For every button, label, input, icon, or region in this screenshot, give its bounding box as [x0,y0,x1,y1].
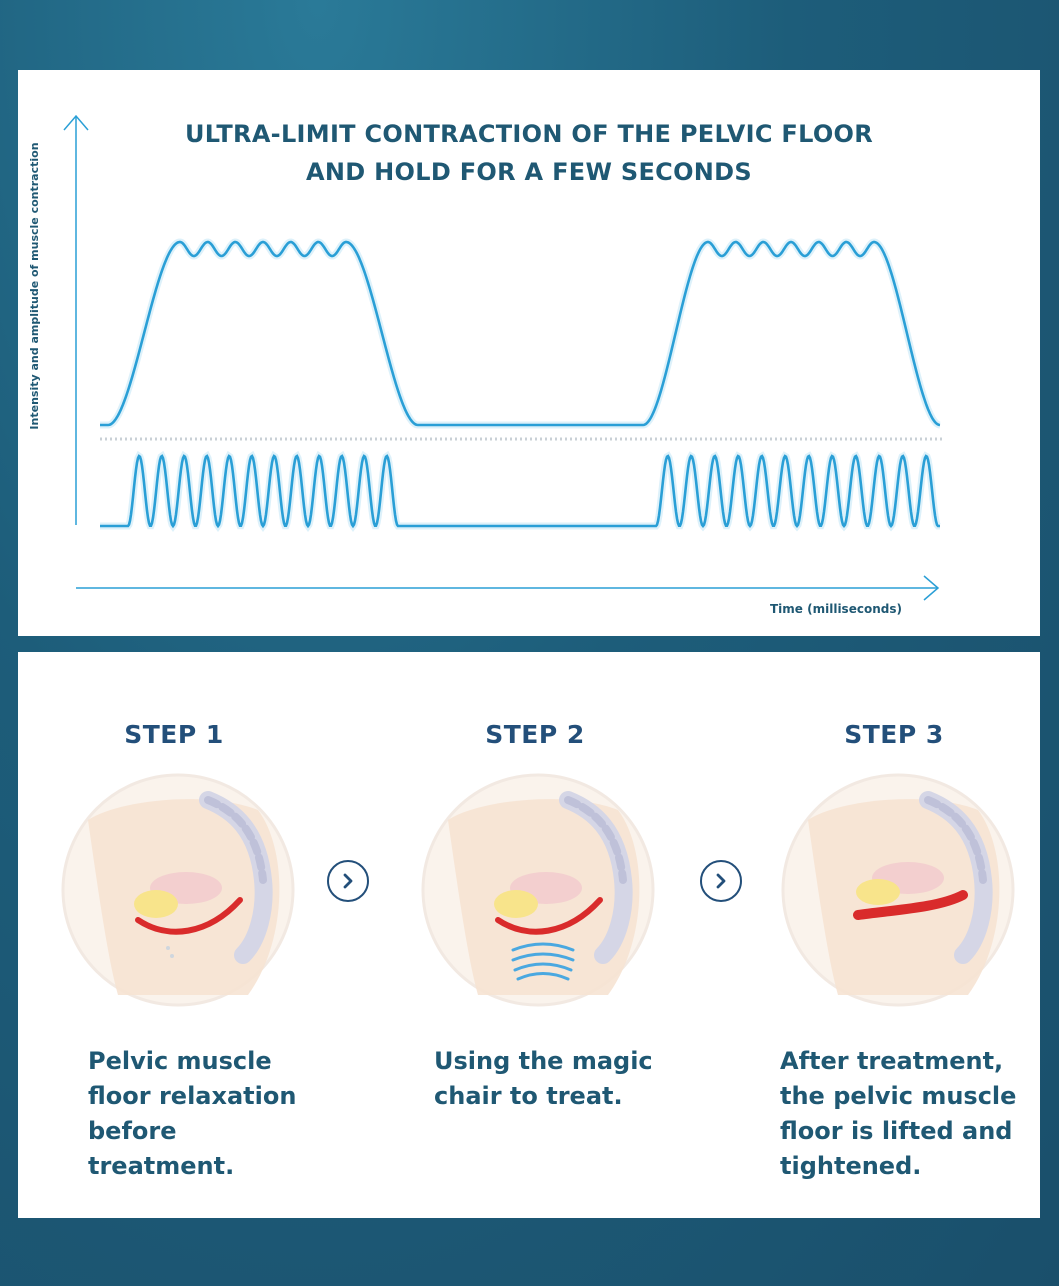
chart-title-line1: ULTRA-LIMIT CONTRACTION OF THE PELVIC FL… [184,120,874,148]
y-axis-arrowhead [63,114,89,131]
chevron-right-icon [343,873,353,889]
step1-description: Pelvic muscle floor relaxation before tr… [88,1044,328,1184]
chevron-right-icon [716,873,726,889]
step3-title: STEP 3 [844,720,944,749]
step2-title: STEP 2 [485,720,585,749]
oscillation-wave [100,454,940,529]
x-axis-arrowhead [923,575,940,601]
step3-desc-line: floor is lifted and [780,1117,1013,1145]
step2-description: Using the magic chair to treat. [434,1044,674,1114]
step1-title: STEP 1 [124,720,224,749]
chart-title-line2: AND HOLD FOR A FEW SECONDS [306,158,752,186]
step2-pelvis-illustration [421,773,655,1007]
next-step-1-button [327,860,369,902]
next-step-2-button [700,860,742,902]
step1-desc-line: Pelvic muscle [88,1047,272,1075]
chart-svg [63,114,943,601]
envelope-wave [100,240,941,427]
step2-desc-line: Using the magic [434,1047,653,1075]
x-axis-label: Time (milliseconds) [770,602,902,616]
step3-desc-line: the pelvic muscle [780,1082,1017,1110]
wave-emission-icon [511,942,575,981]
envelope-wave-glow [100,238,941,429]
step3-desc-line: After treatment, [780,1047,1004,1075]
step1-desc-line: floor relaxation [88,1082,297,1110]
step2-desc-line: chair to treat. [434,1082,623,1110]
step3-pelvis-illustration [781,773,1015,1007]
step3-desc-line: tightened. [780,1152,922,1180]
chart-panel: ULTRA-LIMIT CONTRACTION OF THE PELVIC FL… [18,70,1040,636]
step3-description: After treatment, the pelvic muscle floor… [780,1044,1020,1184]
step1-pelvis-illustration [61,773,295,1007]
step1-desc-line: before treatment. [88,1117,235,1180]
steps-panel: STEP 1 STEP 2 STEP 3 [18,652,1040,1218]
